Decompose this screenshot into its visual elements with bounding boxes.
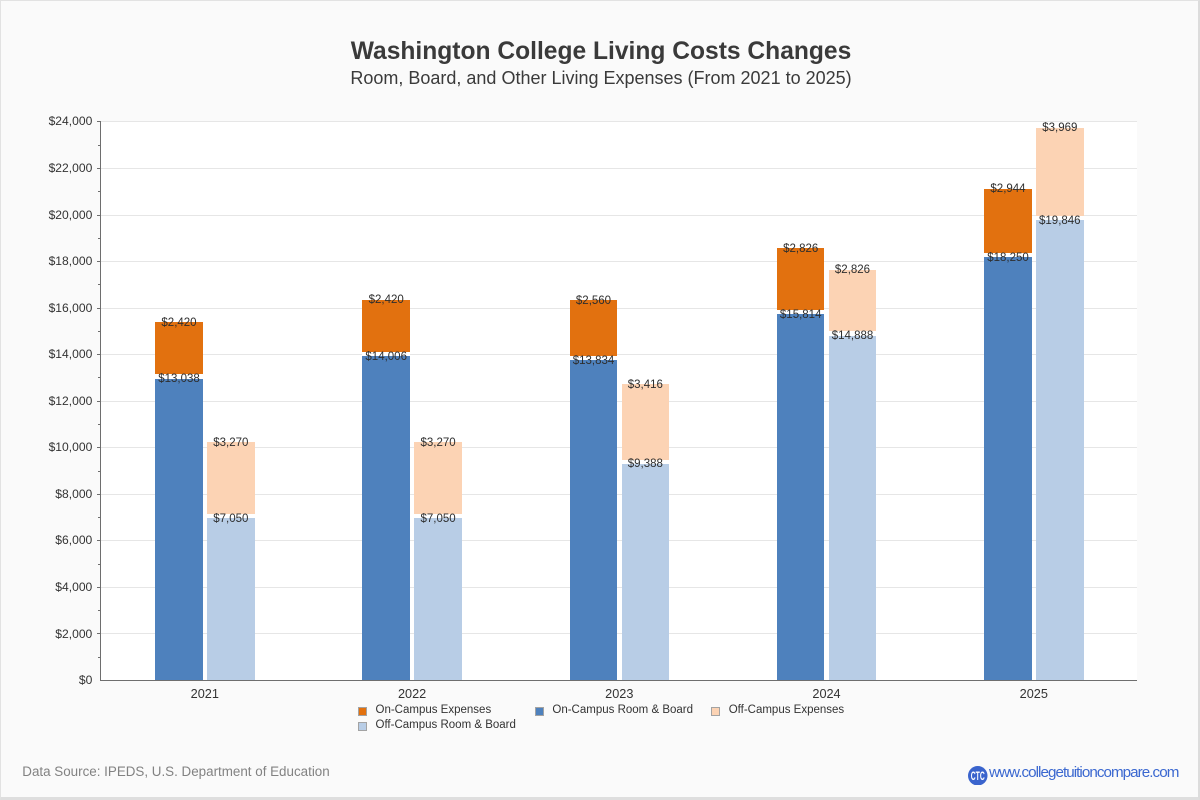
svg-text:CTC: CTC: [971, 770, 985, 783]
